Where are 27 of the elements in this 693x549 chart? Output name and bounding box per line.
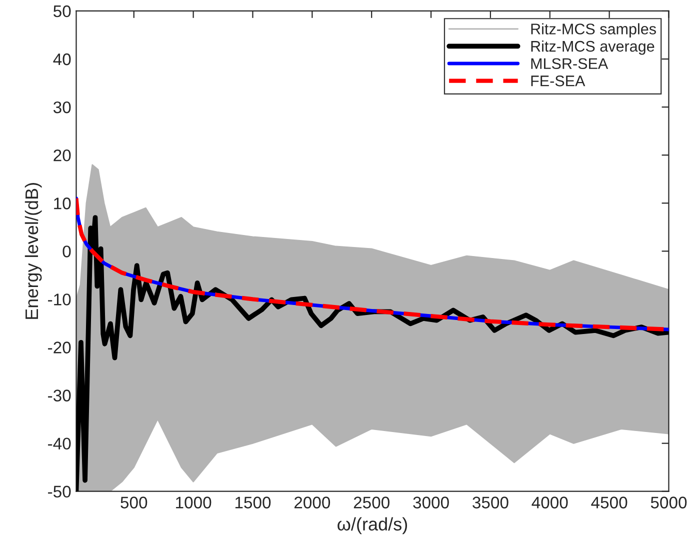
x-tick-label: 2500 [354, 496, 390, 508]
y-tick-label: 0 [62, 246, 71, 258]
y-tick-label: -30 [48, 390, 71, 402]
y-tick-label: -40 [48, 438, 71, 450]
legend-label: Ritz-MCS average [531, 40, 654, 55]
x-tick-label: 4000 [532, 496, 568, 508]
legend-label: MLSR-SEA [531, 58, 608, 70]
x-axis-title: ω/(rad/s) [338, 517, 408, 534]
x-tick-label: 2000 [294, 496, 330, 508]
y-axis-title: Energy level/(dB) [24, 183, 42, 319]
y-tick-label: -20 [48, 342, 71, 354]
legend-label: Ritz-MCS samples [531, 23, 656, 38]
legend-label: FE-SEA [531, 76, 586, 86]
y-tick-label: 20 [54, 149, 71, 162]
y-tick-label: 50 [54, 5, 71, 18]
y-tick-label: -50 [48, 486, 71, 498]
x-tick-label: 1500 [235, 496, 271, 508]
x-tick-label: 1000 [176, 496, 212, 508]
x-tick-label: 3500 [472, 496, 508, 508]
y-tick-label: 40 [53, 53, 71, 66]
x-tick-label: 3000 [413, 496, 449, 508]
y-tick-label: 30 [53, 101, 71, 114]
y-tick-label: -10 [48, 294, 71, 306]
y-tick-label: 10 [54, 198, 71, 210]
x-tick-label: 500 [120, 496, 148, 508]
x-tick-label: 4500 [591, 496, 628, 508]
x-tick-label: 5000 [650, 496, 687, 508]
